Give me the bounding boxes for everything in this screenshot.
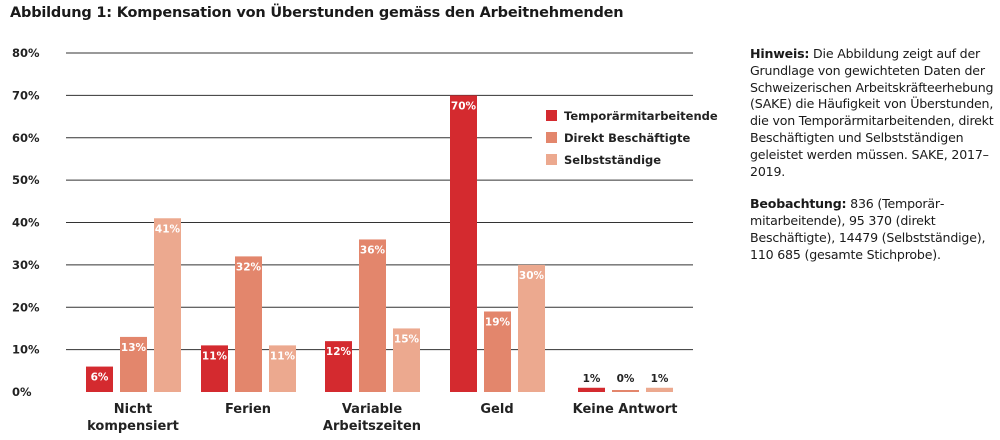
y-tick-label: 30% [12, 258, 40, 272]
chart-title: Abbildung 1: Kompensation von Überstunde… [10, 5, 624, 21]
x-category-label: Arbeitszeiten [323, 419, 421, 434]
bar [450, 95, 477, 392]
y-tick-label: 60% [12, 131, 40, 145]
data-label: 30% [519, 270, 545, 282]
data-label: 11% [270, 350, 296, 362]
x-category-label: Variable [342, 402, 403, 417]
data-label: 15% [394, 333, 420, 345]
data-label: 0% [617, 373, 635, 385]
bar [646, 387, 673, 392]
bar [612, 390, 639, 392]
bar [518, 264, 545, 392]
hint-paragraph: Hinweis: Die Abbildung zeigt auf der Gru… [750, 46, 1000, 180]
bar [325, 341, 352, 392]
x-category-label: Nicht [114, 402, 153, 417]
legend-label: Temporärmitarbeitende [564, 109, 718, 123]
legend-swatch [546, 110, 557, 121]
y-tick-label: 40% [12, 216, 40, 230]
data-label: 6% [91, 372, 109, 384]
bar [484, 311, 511, 392]
bar [393, 328, 420, 392]
x-category-label: kompensiert [87, 419, 179, 434]
bar [269, 345, 296, 392]
hint-text: Die Abbildung zeigt auf der Grundlage vo… [750, 46, 994, 179]
x-category-label: Geld [480, 402, 513, 417]
y-tick-label: 70% [12, 88, 40, 102]
data-label: 13% [121, 342, 147, 354]
observation-paragraph: Beobachtung: 836 (Temporär­mitarbeitende… [750, 196, 1000, 263]
x-category-label: Ferien [225, 402, 271, 417]
y-tick-label: 80% [12, 46, 40, 60]
data-label: 19% [485, 316, 511, 328]
legend-label: Selbstständige [564, 153, 661, 167]
bar-chart: 0% 10% 20% 30% 40% 50% 60% 70% 80% 6% 13% 41% Nicht k… [12, 46, 718, 434]
observation-label: Beobachtung: [750, 196, 847, 212]
data-label: 32% [236, 261, 262, 273]
data-label: 70% [451, 100, 477, 112]
bar [578, 387, 605, 392]
data-label: 41% [155, 223, 181, 235]
legend-label: Direkt Beschäftigte [564, 131, 690, 145]
legend-swatch [546, 154, 557, 165]
data-label: 11% [202, 350, 228, 362]
data-label: 1% [651, 373, 669, 385]
observation-text: 836 (Temporär­mitarbeitende), 95 370 (di… [750, 196, 986, 262]
bar [120, 336, 147, 392]
bar [359, 239, 386, 392]
hint-label: Hinweis: [750, 46, 810, 61]
data-label: 36% [360, 244, 386, 256]
bar [154, 218, 181, 392]
x-category-label: Keine Antwort [573, 402, 678, 417]
bar [235, 256, 262, 392]
legend-swatch [546, 132, 557, 143]
y-tick-label: 0% [12, 385, 32, 399]
chart-note: Hinweis: Die Abbildung zeigt auf der Gru… [750, 46, 1000, 280]
bar [86, 366, 113, 392]
y-tick-label: 10% [12, 343, 40, 357]
y-tick-label: 20% [12, 300, 40, 314]
data-label: 1% [583, 373, 601, 385]
bar [201, 345, 228, 392]
data-label: 12% [326, 346, 352, 358]
y-tick-label: 50% [12, 173, 40, 187]
